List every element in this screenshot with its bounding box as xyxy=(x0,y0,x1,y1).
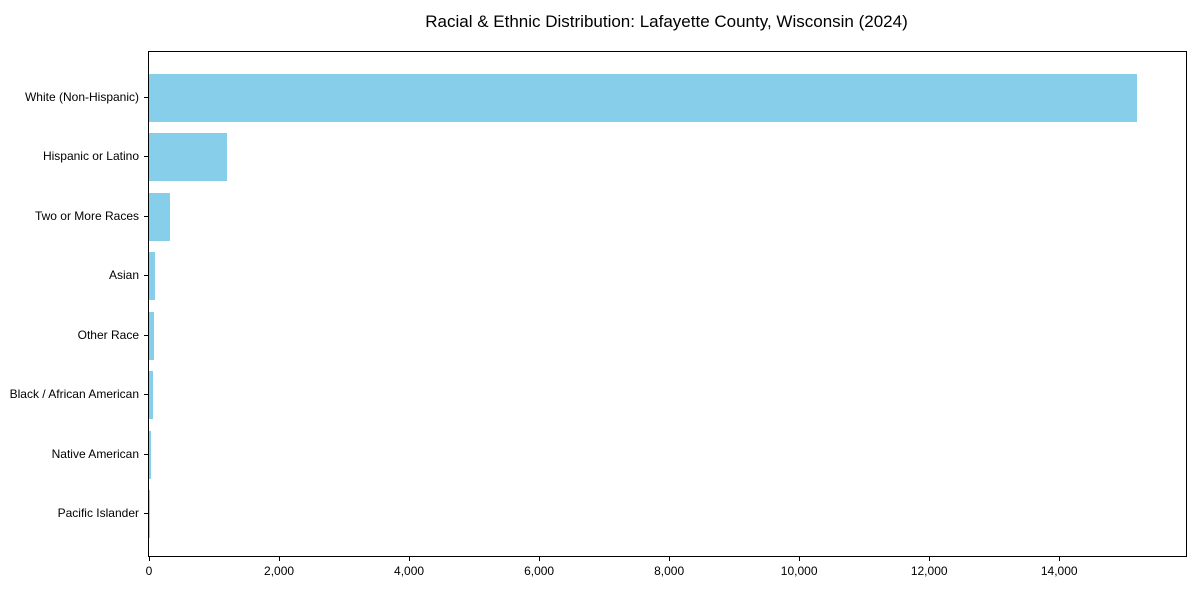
y-tick-mark xyxy=(144,275,148,277)
y-tick-mark xyxy=(144,394,148,396)
y-tick-label-hispanic-or-latino: Hispanic or Latino xyxy=(42,149,139,164)
y-tick-label-black-african-american: Black / African American xyxy=(9,387,139,402)
y-tick-label-two-or-more-races: Two or More Races xyxy=(34,208,139,223)
x-tick-mark xyxy=(409,557,411,561)
x-tick-mark xyxy=(149,557,150,561)
x-tick-label-14000: 14,000 xyxy=(1040,564,1078,578)
bar-two-or-more-races xyxy=(149,192,170,241)
bar-row xyxy=(149,68,1186,128)
y-tick-label-other-race: Other Race xyxy=(77,327,139,342)
x-tick-mark xyxy=(279,557,281,561)
bar-row xyxy=(149,128,1186,188)
y-tick-mark xyxy=(144,453,148,455)
y-tick-label-white-non-hispanic: White (Non-Hispanic) xyxy=(24,89,139,104)
x-tick-mark xyxy=(669,557,671,561)
y-tick-mark xyxy=(144,334,148,336)
bar-other-race xyxy=(149,311,155,360)
bar-asian xyxy=(149,252,155,301)
y-tick-mark xyxy=(144,215,148,217)
chart-title: Racial & Ethnic Distribution: Lafayette … xyxy=(425,12,908,31)
bar-row xyxy=(149,485,1186,545)
y-tick-mark xyxy=(144,96,148,98)
y-tick-mark xyxy=(144,156,148,158)
plot-area xyxy=(148,51,1187,557)
y-tick-label-native-american: Native American xyxy=(51,446,139,461)
x-tick-label-8000: 8,000 xyxy=(654,564,685,578)
x-tick-label-2000: 2,000 xyxy=(264,564,295,578)
bar-white-non-hispanic xyxy=(149,73,1138,122)
x-tick-mark xyxy=(799,557,801,561)
y-tick-mark xyxy=(144,513,148,515)
bar-rows-container xyxy=(149,52,1186,556)
bar-row xyxy=(149,187,1186,247)
bar-native-american xyxy=(149,430,151,479)
x-tick-mark xyxy=(1059,557,1061,561)
bar-row xyxy=(149,366,1186,426)
bar-hispanic-or-latino xyxy=(149,133,228,182)
x-tick-label-10000: 10,000 xyxy=(780,564,818,578)
bar-black-african-american xyxy=(149,371,153,420)
y-tick-label-asian: Asian xyxy=(108,268,139,283)
x-tick-mark xyxy=(539,557,541,561)
x-tick-mark xyxy=(929,557,931,561)
x-tick-label-4000: 4,000 xyxy=(394,564,425,578)
x-tick-label-6000: 6,000 xyxy=(524,564,555,578)
bar-row xyxy=(149,425,1186,485)
y-tick-label-pacific-islander: Pacific Islander xyxy=(57,506,139,521)
bar-row xyxy=(149,306,1186,366)
x-tick-label-0: 0 xyxy=(145,564,153,578)
x-tick-label-12000: 12,000 xyxy=(910,564,948,578)
bar-row xyxy=(149,247,1186,307)
